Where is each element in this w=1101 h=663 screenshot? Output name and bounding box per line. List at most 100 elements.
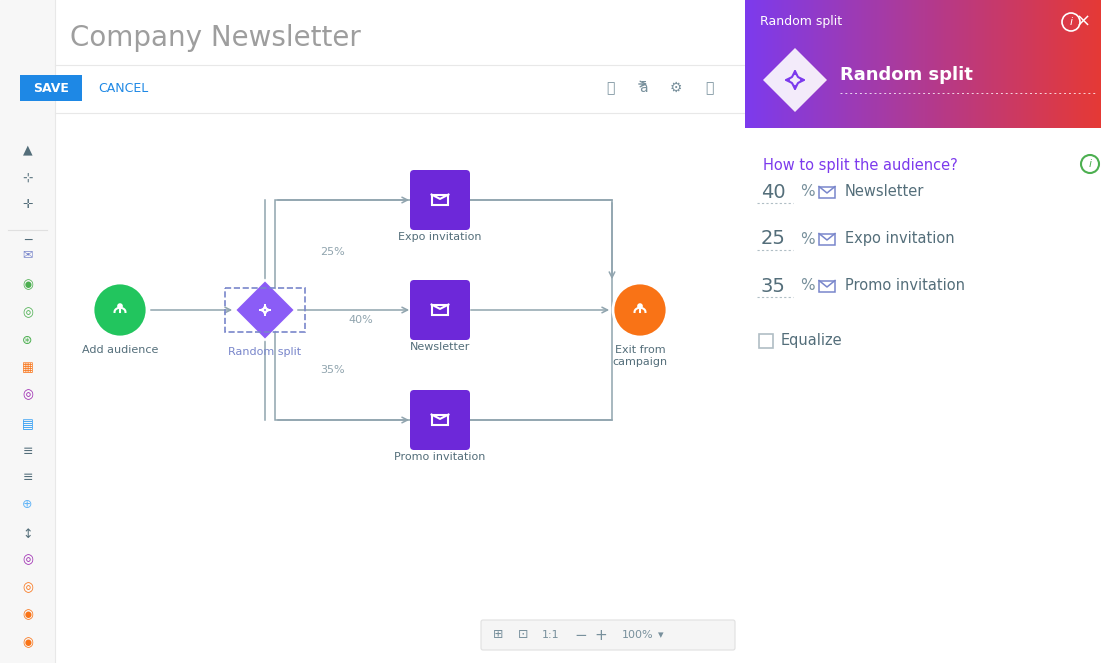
Text: 25: 25	[761, 229, 785, 249]
Bar	[850, 0, 853, 128]
Bar	[950, 0, 952, 128]
Bar	[898, 0, 901, 128]
Bar	[225, 288, 305, 332]
Bar	[891, 0, 894, 128]
Bar	[969, 0, 972, 128]
Circle shape	[117, 303, 123, 309]
Bar	[996, 0, 999, 128]
Bar	[807, 0, 810, 128]
Text: 1:1: 1:1	[542, 630, 559, 640]
Text: ◉: ◉	[22, 636, 33, 650]
Bar	[1000, 0, 1002, 128]
Bar	[1023, 0, 1025, 128]
Bar	[1099, 0, 1101, 128]
Bar	[985, 0, 988, 128]
Bar	[940, 0, 944, 128]
Bar	[789, 0, 793, 128]
Text: i: i	[1089, 159, 1091, 169]
Bar	[1076, 0, 1079, 128]
Bar	[830, 0, 833, 128]
Bar	[1043, 0, 1045, 128]
Bar	[907, 0, 909, 128]
Bar	[1064, 0, 1067, 128]
Bar	[745, 0, 1101, 663]
Text: Promo invitation: Promo invitation	[844, 278, 964, 294]
Bar	[885, 0, 889, 128]
Bar	[792, 0, 794, 128]
Bar	[783, 0, 785, 128]
Text: CANCEL: CANCEL	[98, 82, 149, 95]
Text: 25%: 25%	[320, 247, 345, 257]
Bar	[1037, 0, 1039, 128]
Bar	[962, 0, 964, 128]
Bar	[917, 0, 920, 128]
Bar	[810, 0, 814, 128]
Bar	[928, 0, 931, 128]
Bar	[763, 0, 765, 128]
Bar	[844, 0, 848, 128]
FancyBboxPatch shape	[410, 280, 470, 340]
Bar	[953, 0, 956, 128]
Bar	[778, 0, 782, 128]
Bar	[761, 0, 764, 128]
Bar	[959, 0, 961, 128]
Text: Equalize: Equalize	[781, 333, 842, 349]
Bar	[1098, 0, 1100, 128]
Bar	[1071, 0, 1073, 128]
Polygon shape	[235, 280, 295, 340]
Text: ◎: ◎	[22, 581, 33, 595]
Text: ⊞: ⊞	[493, 629, 503, 642]
Bar	[957, 0, 960, 128]
Bar	[1044, 0, 1047, 128]
Bar	[793, 0, 796, 128]
Bar	[775, 0, 778, 128]
Bar	[1038, 0, 1042, 128]
Bar	[904, 0, 906, 128]
FancyBboxPatch shape	[20, 75, 81, 101]
Text: ◎: ◎	[22, 554, 33, 566]
Bar	[1061, 0, 1065, 128]
Bar	[884, 0, 886, 128]
Bar	[960, 0, 963, 128]
Bar	[868, 0, 871, 128]
Bar	[1020, 0, 1022, 128]
Text: Random split: Random split	[840, 66, 973, 84]
Bar	[816, 0, 819, 128]
Bar	[838, 0, 840, 128]
Bar	[764, 0, 767, 128]
Bar	[847, 0, 849, 128]
Bar	[813, 0, 816, 128]
Bar	[768, 0, 771, 128]
Bar	[983, 0, 986, 128]
Bar	[1095, 0, 1099, 128]
Bar	[820, 0, 822, 128]
Text: ▲: ▲	[23, 143, 32, 156]
Bar	[795, 0, 797, 128]
Text: ≡: ≡	[22, 446, 33, 459]
Bar	[1017, 0, 1021, 128]
Bar	[934, 0, 937, 128]
Bar	[821, 0, 825, 128]
FancyBboxPatch shape	[410, 390, 470, 450]
Bar	[809, 0, 811, 128]
Bar	[964, 0, 967, 128]
Bar	[1080, 0, 1082, 128]
Bar	[1069, 0, 1071, 128]
Bar	[1084, 0, 1088, 128]
Bar	[757, 0, 760, 128]
Text: 40: 40	[761, 182, 785, 202]
Bar	[894, 0, 897, 128]
Bar	[825, 0, 828, 128]
Bar	[755, 0, 759, 128]
Bar	[749, 0, 751, 128]
Bar	[751, 0, 753, 128]
Bar	[772, 0, 774, 128]
Bar	[1040, 0, 1044, 128]
Bar	[1046, 0, 1048, 128]
Bar	[1089, 0, 1091, 128]
Text: ⊡: ⊡	[517, 629, 528, 642]
Bar	[876, 0, 880, 128]
Bar	[824, 0, 826, 128]
Text: Expo invitation: Expo invitation	[399, 232, 482, 242]
Circle shape	[92, 283, 148, 337]
